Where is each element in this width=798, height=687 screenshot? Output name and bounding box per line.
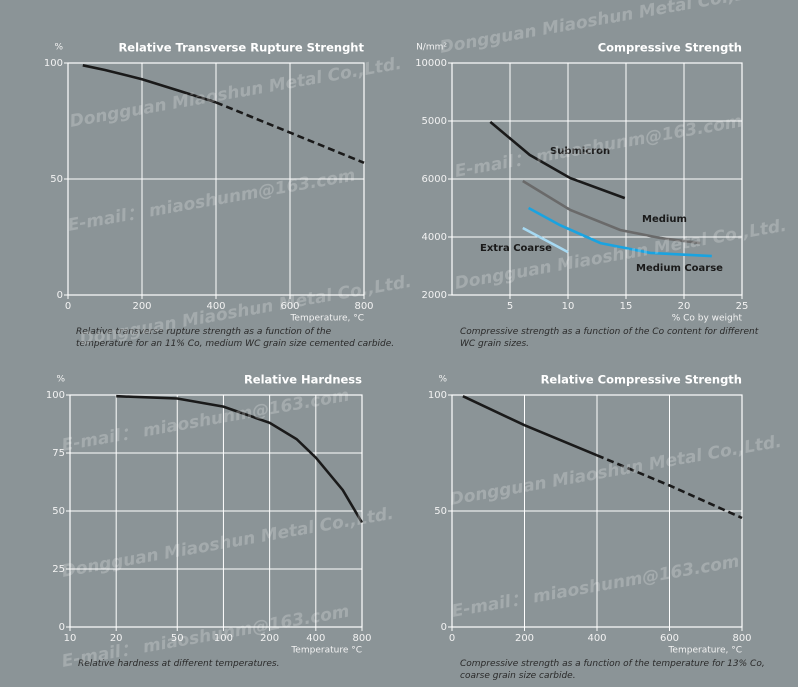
data-line (462, 395, 598, 457)
y-axis-label: % (56, 375, 65, 385)
x-tick-label: 600 (660, 633, 679, 644)
y-tick-label: 75 (52, 448, 65, 459)
watermark: Dongguan Miaoshun Metal Co.,Ltd. (453, 216, 788, 294)
x-tick-label: 50 (171, 633, 184, 644)
x-axis-label: Temperature, °C (289, 314, 364, 324)
data-line (522, 179, 701, 245)
data-line (82, 64, 217, 104)
x-axis-label: Temperature, °C (667, 646, 742, 656)
x-tick-label: 800 (352, 633, 371, 644)
chart-title: Relative Hardness (244, 373, 362, 387)
x-tick-label: 800 (354, 301, 373, 312)
watermark: Dongguan Miaoshun Metal Co.,Ltd. (448, 432, 783, 510)
series-label: Extra Coarse (480, 243, 552, 254)
caption: Relative hardness at different temperatu… (78, 659, 279, 669)
data-line (596, 454, 743, 520)
data-line (527, 206, 712, 258)
watermark: E-mail： miaoshunm@163.com (453, 112, 744, 182)
y-tick-label: 0 (441, 622, 447, 633)
y-axis-label: N/mm² (416, 43, 447, 53)
y-tick-label: 5000 (422, 116, 447, 127)
x-tick-label: 5 (507, 301, 513, 312)
caption: Relative transverse rupture strength as … (76, 327, 394, 349)
x-axis-label: Temperature °C (290, 646, 362, 656)
y-tick-label: 100 (428, 390, 447, 401)
chart-title: Relative Transverse Rupture Strenght (118, 41, 364, 55)
series-label: Medium Coarse (636, 263, 723, 274)
y-tick-label: 50 (434, 506, 447, 517)
watermark: E-mail： miaoshunm@163.com (66, 166, 357, 236)
watermark: E-mail： miaoshunm@163.com (450, 552, 741, 622)
x-tick-label: 15 (620, 301, 633, 312)
y-tick-label: 0 (59, 622, 65, 633)
watermark: E-mail： miaoshunm@163.com (60, 386, 351, 456)
x-tick-label: 20 (678, 301, 691, 312)
y-tick-label: 50 (50, 174, 63, 185)
caption: Compressive strength as a function of th… (460, 327, 759, 349)
y-tick-label: 0 (57, 290, 63, 301)
y-tick-label: 4000 (422, 232, 447, 243)
y-tick-label: 25 (52, 564, 65, 575)
y-tick-label: 10000 (415, 58, 447, 69)
x-axis-label: % Co by weight (672, 314, 743, 324)
watermark: Dongguan Miaoshun Metal Co.,Ltd. (68, 54, 403, 132)
y-axis-label: % (54, 43, 63, 53)
caption: Compressive strength as a function of th… (460, 659, 765, 681)
x-tick-label: 0 (449, 633, 455, 644)
x-tick-label: 100 (214, 633, 233, 644)
x-tick-label: 600 (280, 301, 299, 312)
y-tick-label: 50 (52, 506, 65, 517)
x-tick-label: 20 (110, 633, 123, 644)
x-tick-label: 10 (64, 633, 77, 644)
data-line (116, 394, 364, 524)
x-tick-label: 200 (515, 633, 534, 644)
x-tick-label: 0 (65, 301, 71, 312)
x-tick-label: 10 (562, 301, 575, 312)
chart-title: Relative Compressive Strength (541, 373, 742, 387)
x-tick-label: 800 (732, 633, 751, 644)
y-tick-label: 100 (44, 58, 63, 69)
y-axis-label: % (438, 375, 447, 385)
y-tick-label: 100 (46, 390, 65, 401)
series-label: Medium (642, 214, 687, 225)
data-line (522, 226, 569, 254)
data-line (489, 120, 626, 200)
data-line (215, 101, 365, 165)
series-label: Submicron (550, 146, 610, 157)
x-tick-label: 400 (306, 633, 325, 644)
x-tick-label: 200 (260, 633, 279, 644)
y-tick-label: 2000 (422, 290, 447, 301)
watermark: Dongguan Miaoshun Metal Co.,Ltd. (60, 504, 395, 582)
x-tick-label: 25 (736, 301, 749, 312)
x-tick-label: 400 (587, 633, 606, 644)
x-tick-label: 400 (206, 301, 225, 312)
x-tick-label: 200 (132, 301, 151, 312)
chart-title: Compressive Strength (598, 41, 742, 55)
y-tick-label: 6000 (422, 174, 447, 185)
